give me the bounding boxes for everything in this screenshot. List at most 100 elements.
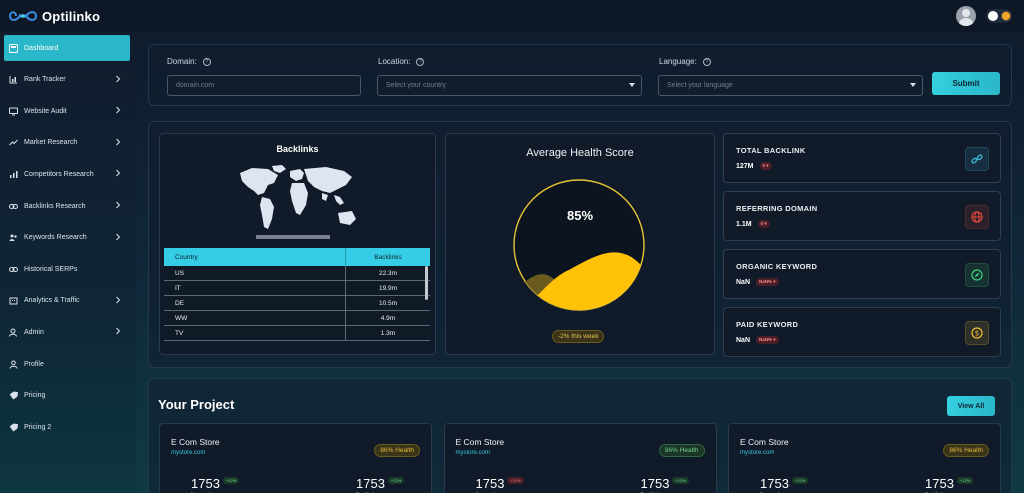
stat-value-wrap: 1.1M 0 ▾ <box>736 220 770 228</box>
sidebar-item-rank-tracker[interactable]: Rank Tracker <box>4 67 130 93</box>
sidebar-item-label: Backlinks Research <box>24 202 86 210</box>
stat-change-badge: 0 ▾ <box>757 220 770 228</box>
sidebar-item-label: Dashboard <box>24 44 59 52</box>
submit-button[interactable]: Submit <box>932 72 1000 95</box>
sun-icon <box>1002 12 1010 20</box>
building-icon <box>9 296 18 305</box>
sidebar-item-label: Market Research <box>24 139 78 147</box>
domain-label: Domain: <box>167 57 197 66</box>
health-badge: 86% Health <box>374 444 420 457</box>
stat-value-wrap: NaN NaN% ▾ <box>736 278 779 286</box>
bars-icon <box>9 170 18 179</box>
chevron-right-icon <box>114 327 122 335</box>
help-icon[interactable]: ? <box>702 57 711 66</box>
globe-icon <box>965 205 989 229</box>
backlinks-table: Country Backlinks US 22.3m IT 19.9m DE 10.5m W… <box>164 248 430 341</box>
stat-value: NaN <box>736 336 751 344</box>
stat-title: ORGANIC KEYWORD <box>736 262 818 271</box>
backlinks-count: 1753 <box>925 476 954 491</box>
country-cell: TV <box>164 326 346 340</box>
app-logo[interactable]: Optilinko <box>8 8 100 24</box>
sidebar-item-keywords-research[interactable]: Keywords Research <box>4 225 130 251</box>
trend-icon <box>9 138 18 147</box>
sidebar-item-dashboard[interactable]: Dashboard <box>4 35 130 61</box>
backlinks-count: 1753 <box>356 476 385 491</box>
sidebar-item-pricing-2[interactable]: Pricing 2 <box>4 414 130 440</box>
project-card[interactable]: E Com Store mystore.com 86% Health 1753 +12%… <box>728 423 1001 493</box>
sidebar-item-admin[interactable]: Admin <box>4 319 130 345</box>
stat-change-badge: NaN% ▾ <box>756 278 779 286</box>
project-name: E Com Store <box>171 437 220 447</box>
location-placeholder: Select your country <box>386 82 446 89</box>
stat-card-organic-keyword[interactable]: ORGANIC KEYWORD NaN NaN% ▾ <box>723 249 1001 299</box>
project-url[interactable]: mystore.com <box>740 450 775 456</box>
project-name: E Com Store <box>740 437 789 447</box>
chevron-right-icon <box>114 169 122 177</box>
sidebar-item-label: Admin <box>24 328 44 336</box>
language-select[interactable]: Select your language <box>658 75 923 96</box>
tag-icon <box>9 423 18 432</box>
location-label: Location: <box>378 57 411 66</box>
health-badge: 86% Health <box>943 444 989 457</box>
col-backlinks-header[interactable]: Backlinks <box>374 253 402 261</box>
language-label-wrap: Language: ? <box>659 57 711 66</box>
table-row: WW 4.9m <box>164 311 430 326</box>
sidebar-item-pricing[interactable]: Pricing <box>4 383 130 409</box>
sidebar-item-analytics-traffic[interactable]: Analytics & Traffic <box>4 288 130 314</box>
stat-value-wrap: 127M 0 ▾ <box>736 162 772 170</box>
avatar[interactable] <box>956 6 976 26</box>
chevron-right-icon <box>114 296 122 304</box>
sidebar-item-backlinks-research[interactable]: Backlinks Research <box>4 193 130 219</box>
keywords-change-badge: +12% <box>507 477 524 484</box>
sidebar-item-profile[interactable]: Profile <box>4 351 130 377</box>
project-url[interactable]: mystore.com <box>171 450 206 456</box>
health-gauge <box>513 179 645 311</box>
theme-toggle[interactable] <box>986 9 1012 23</box>
chevron-right-icon <box>114 138 122 146</box>
backlinks-stat: 1753 +12% <box>356 476 405 491</box>
stat-value: NaN <box>736 278 751 286</box>
project-card[interactable]: E Com Store mystore.com 86% Health 1753 +12%… <box>443 423 717 493</box>
caret-down-icon <box>629 83 635 87</box>
project-card[interactable]: E Com Store mystore.com 86% Health 1753 +12%… <box>159 423 432 493</box>
sidebar-item-label: Pricing 2 <box>24 423 52 431</box>
sidebar-item-market-research[interactable]: Market Research <box>4 130 130 156</box>
app-name: Optilinko <box>42 8 101 24</box>
stat-title: REFERRING DOMAIN <box>736 204 818 213</box>
keywords-stat: 1753 +12% <box>760 476 809 491</box>
toggle-knob <box>988 11 998 21</box>
help-icon[interactable]: ? <box>202 57 211 66</box>
sidebar-item-label: Analytics & Traffic <box>24 297 80 305</box>
sidebar-item-historical-serps[interactable]: Historical SERPs <box>4 256 130 282</box>
sidebar-item-label: Competitors Research <box>24 170 94 178</box>
projects-title: Your Project <box>158 397 235 412</box>
stat-card-total-backlink[interactable]: TOTAL BACKLINK 127M 0 ▾ <box>723 133 1001 183</box>
table-scrollbar[interactable] <box>425 266 428 300</box>
sidebar-item-label: Website Audit <box>24 107 67 115</box>
link-icon <box>965 147 989 171</box>
health-change-badge: -2% this week <box>552 330 605 343</box>
country-cell: US <box>164 266 346 280</box>
stat-card-referring-domain[interactable]: REFERRING DOMAIN 1.1M 0 ▾ <box>723 191 1001 241</box>
keywords-count: 1753 <box>475 476 505 491</box>
history-icon <box>9 265 18 274</box>
project-url[interactable]: mystore.com <box>455 450 490 456</box>
location-select[interactable]: Select your country <box>377 75 642 96</box>
sidebar-item-competitors-research[interactable]: Competitors Research <box>4 161 130 187</box>
link-icon <box>9 202 18 211</box>
monitor-icon <box>9 107 18 116</box>
admin-icon <box>9 328 18 337</box>
sidebar-item-website-audit[interactable]: Website Audit <box>4 98 130 124</box>
stat-card-paid-keyword[interactable]: PAID KEYWORD NaN NaN% ▾ $ <box>723 307 1001 357</box>
sidebar-item-label: Historical SERPs <box>24 265 78 273</box>
stat-change-badge: NaN% ▾ <box>756 336 779 344</box>
dashboard-icon <box>9 43 18 53</box>
sidebar-item-label: Pricing <box>24 392 46 400</box>
stat-value: 127M <box>736 162 754 170</box>
backlinks-cell: 10.5m <box>378 299 398 307</box>
view-all-button[interactable]: View All <box>947 396 995 416</box>
domain-placeholder: domain.com <box>176 82 215 89</box>
help-icon[interactable]: ? <box>416 57 425 66</box>
col-country-header[interactable]: Country <box>164 248 346 266</box>
domain-input[interactable]: domain.com <box>167 75 361 96</box>
